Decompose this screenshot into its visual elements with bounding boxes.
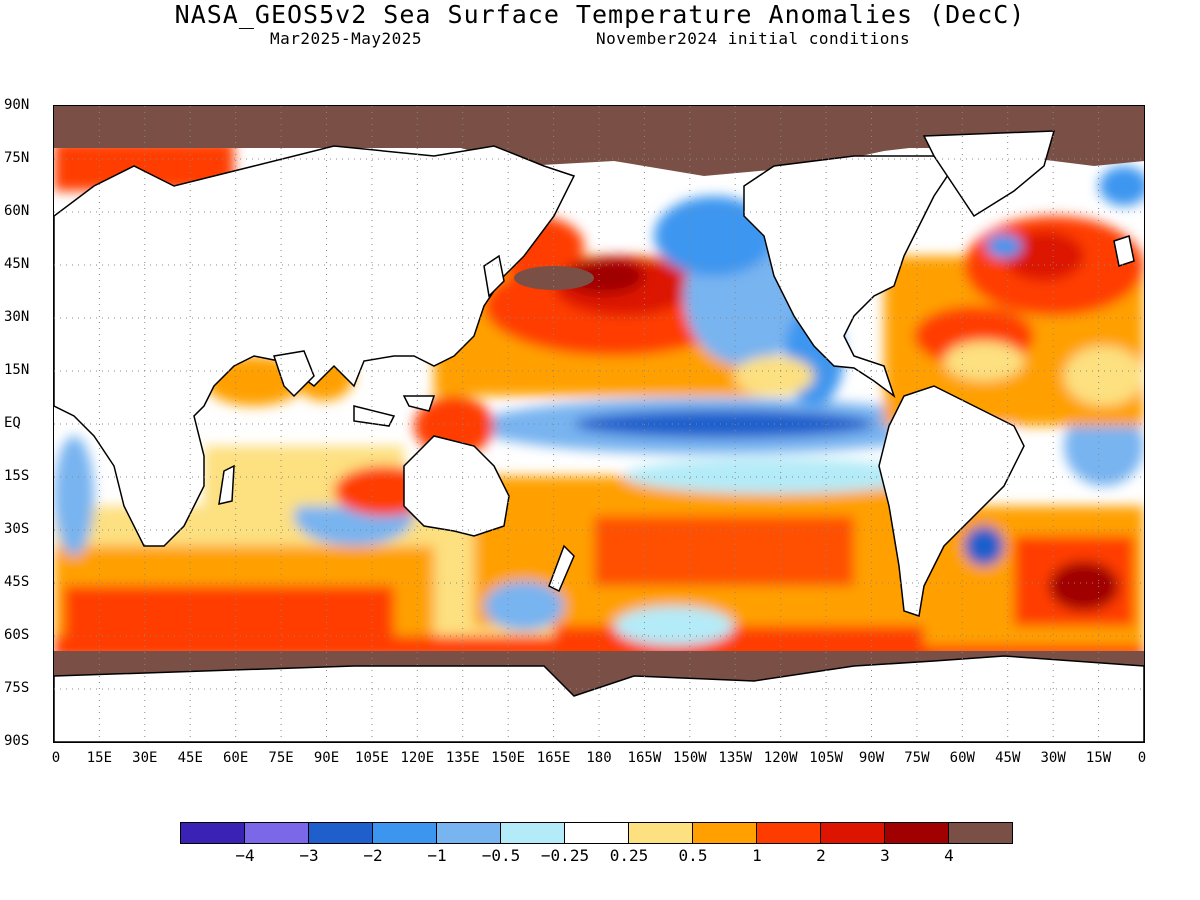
colorbar-swatch: [821, 823, 885, 843]
colorbar-swatch: [693, 823, 757, 843]
lon-tick-label: 75E: [268, 750, 294, 766]
lon-tick-label: 90E: [313, 750, 340, 766]
colorbar-label: 0.25: [609, 846, 649, 865]
lon-tick-label: 30W: [1040, 750, 1066, 766]
colorbar-label: 4: [944, 846, 954, 865]
lon-tick-label: 165E: [536, 750, 571, 766]
lon-tick-label: 60E: [223, 750, 249, 766]
graticule: [54, 106, 1144, 742]
lon-tick-label: 150W: [672, 750, 707, 766]
lon-tick-label: 45E: [177, 750, 203, 766]
lat-tick-label: 90N: [4, 97, 30, 113]
lat-tick-label: 60N: [4, 203, 30, 219]
colorbar-label: −0.5: [481, 846, 521, 865]
colorbar-swatch: [373, 823, 437, 843]
colorbar-swatch: [245, 823, 309, 843]
colorbar-swatch: [885, 823, 949, 843]
lon-tick-label: 15W: [1085, 750, 1112, 766]
lat-tick-label: 15S: [4, 468, 30, 484]
lat-tick-label: 60S: [4, 627, 30, 643]
colorbar-swatch: [309, 823, 373, 843]
colorbar-label: −0.25: [540, 846, 590, 865]
lon-tick-label: 165W: [627, 750, 662, 766]
lat-tick-label: EQ: [4, 415, 21, 431]
sst-anomaly-map: [54, 106, 1144, 742]
colorbar-label: −4: [235, 846, 255, 865]
lat-tick-label: 15N: [4, 362, 30, 378]
lon-tick-label: 30E: [132, 750, 158, 766]
chart-title: NASA_GEOS5v2 Sea Surface Temperature Ano…: [174, 0, 1026, 29]
lon-tick-label: 120W: [763, 750, 798, 766]
colorbar-label: 1: [752, 846, 762, 865]
lat-tick-label: 90S: [4, 733, 30, 749]
lat-tick-label: 45N: [4, 256, 30, 272]
lat-tick-label: 30S: [4, 521, 30, 537]
lon-tick-label: 45W: [995, 750, 1021, 766]
lon-tick-label: 105W: [809, 750, 843, 766]
lon-tick-label: 135E: [445, 750, 480, 766]
colorbar-label: −2: [363, 846, 383, 865]
land: [54, 130, 1144, 742]
lon-tick-label: 0: [1137, 750, 1147, 766]
initial-conditions: November2024 initial conditions: [596, 29, 911, 48]
lon-tick-label: 75W: [904, 750, 930, 766]
lon-tick-label: 120E: [400, 750, 435, 766]
colorbar-swatch: [501, 823, 565, 843]
lon-tick-label: 180: [586, 750, 612, 766]
colorbar: [180, 822, 1013, 844]
colorbar-label: 0.5: [678, 846, 708, 865]
colorbar-swatch: [437, 823, 501, 843]
lat-tick-label: 75N: [4, 150, 30, 166]
colorbar-swatch: [565, 823, 629, 843]
colorbar-swatch: [629, 823, 693, 843]
colorbar-swatch: [949, 823, 1012, 843]
colorbar-label: −3: [299, 846, 319, 865]
colorbar-label: −1: [427, 846, 447, 865]
forecast-period: Mar2025-May2025: [270, 29, 422, 48]
lon-tick-label: 60W: [949, 750, 975, 766]
colorbar-label: 2: [816, 846, 826, 865]
colorbar-label: 3: [880, 846, 890, 865]
colorbar-swatch: [181, 823, 245, 843]
lon-tick-label: 0: [51, 750, 61, 766]
colorbar-swatch: [757, 823, 821, 843]
lon-tick-label: 150E: [491, 750, 526, 766]
lat-tick-label: 75S: [4, 680, 30, 696]
lon-tick-label: 105E: [355, 750, 389, 766]
lat-tick-label: 45S: [4, 574, 30, 590]
lon-tick-label: 90W: [858, 750, 885, 766]
lon-tick-label: 135W: [718, 750, 753, 766]
lon-tick-label: 15E: [86, 750, 113, 766]
lat-tick-label: 30N: [4, 309, 30, 325]
